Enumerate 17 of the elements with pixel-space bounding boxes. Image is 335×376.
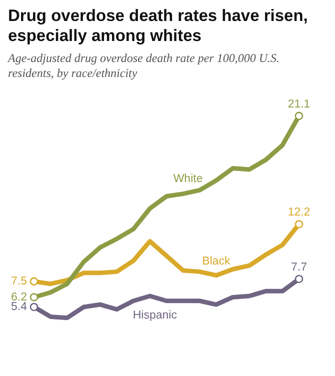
point (294, 220, 304, 228)
point (30, 302, 38, 312)
data-label: 5.4 (11, 301, 28, 314)
series-label: Hispanic (132, 310, 178, 322)
data-label: 7.7 (291, 261, 307, 274)
point (30, 277, 38, 286)
series-label: Black (202, 256, 230, 268)
point (30, 293, 38, 302)
chart-subtitle: Age-adjusted drug overdose death rate per 100,000 U.S. residents, by race/ethnicity (8, 51, 281, 81)
data-label: 21.1 (288, 98, 310, 110)
data-label: 12.2 (288, 206, 310, 219)
chart-title: Drug overdose death rates have risen, especially among whites (8, 6, 309, 46)
point (294, 112, 304, 120)
point (294, 274, 304, 284)
series-label: White (173, 172, 203, 185)
data-label: 6.2 (11, 291, 27, 304)
data-label: 7.5 (11, 276, 27, 288)
